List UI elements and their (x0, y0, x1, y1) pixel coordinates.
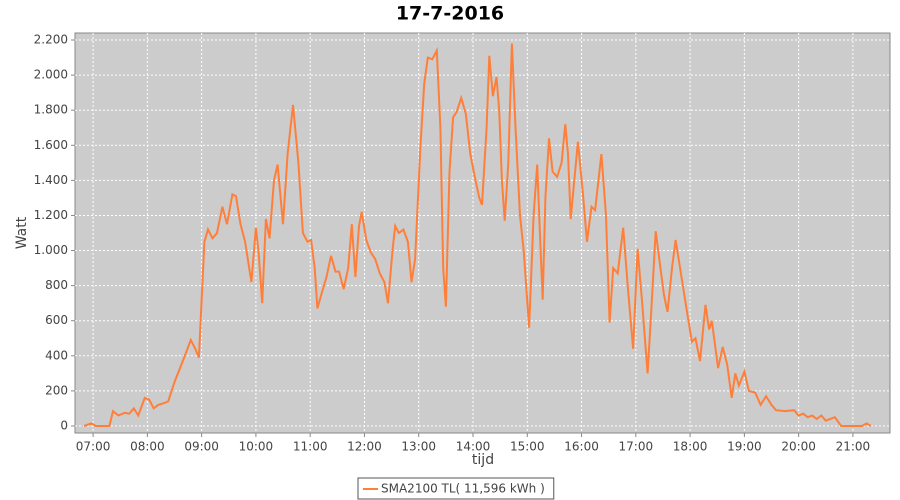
series-line (83, 43, 872, 427)
x-tick-label: 08:00 (130, 440, 165, 454)
x-tick-label: 17:00 (619, 440, 654, 454)
y-tick-label: 2.000 (34, 68, 68, 82)
x-tick-label: 12:00 (347, 440, 382, 454)
legend: SMA2100 TL( 11,596 kWh ) (357, 477, 555, 500)
legend-box (357, 477, 555, 500)
x-tick-label: 11:00 (293, 440, 328, 454)
plot-area (74, 32, 891, 434)
x-axis-label: tijd (472, 452, 494, 468)
y-tick-label: 0 (60, 418, 68, 432)
x-tick-label: 20:00 (781, 440, 816, 454)
y-tick-label: 1.800 (34, 103, 68, 117)
x-tick-label: 19:00 (727, 440, 762, 454)
y-tick-label: 800 (45, 278, 68, 292)
y-tick-label: 1.200 (34, 208, 68, 222)
x-tick-label: 16:00 (564, 440, 599, 454)
x-tick-label: 15:00 (510, 440, 545, 454)
x-tick-label: 07:00 (76, 440, 111, 454)
y-tick-label: 400 (45, 348, 68, 362)
legend-label: SMA2100 TL( 11,596 kWh ) (381, 482, 545, 496)
x-tick-label: 18:00 (673, 440, 708, 454)
y-tick-label: 2.200 (34, 33, 68, 47)
y-tick-label: 1.600 (34, 138, 68, 152)
chart-title: 17-7-2016 (396, 3, 504, 25)
y-tick-label: 1.400 (34, 173, 68, 187)
x-tick-label: 21:00 (836, 440, 871, 454)
y-tick-label: 1.000 (34, 243, 68, 257)
y-tick-label: 600 (45, 313, 68, 327)
x-tick-label: 09:00 (184, 440, 219, 454)
y-tick-label: 200 (45, 383, 68, 397)
y-axis-label: Watt (14, 216, 30, 249)
x-tick-label: 13:00 (401, 440, 436, 454)
x-tick-label: 14:00 (456, 440, 491, 454)
x-tick-label: 10:00 (239, 440, 274, 454)
